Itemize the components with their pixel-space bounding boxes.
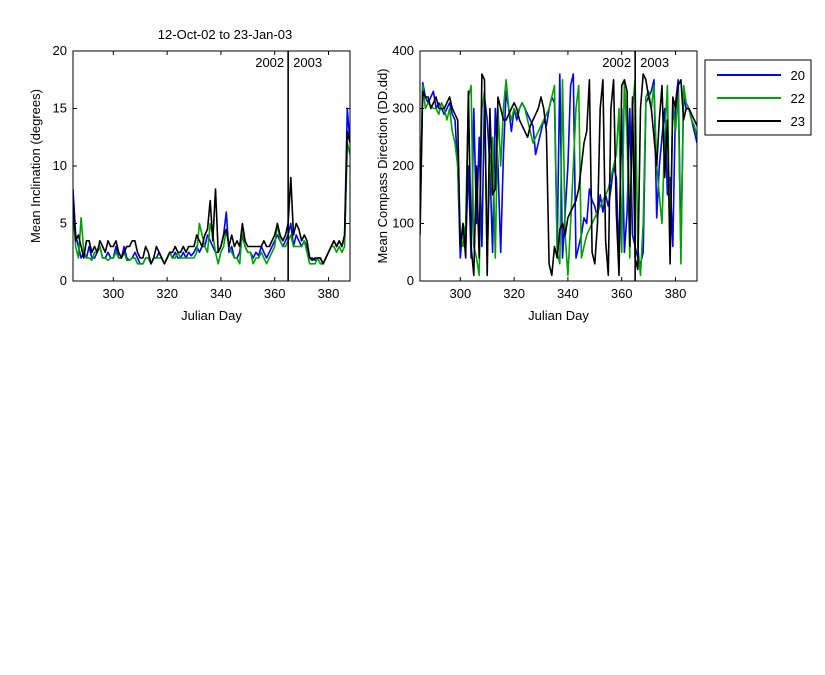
x-axis-label: Julian Day	[528, 308, 589, 323]
y-tick-label: 10	[53, 158, 67, 173]
compass-direction-axes: 2002 2003 300 320 340 360 380 0 100 200 300 400 Juli…	[375, 43, 698, 323]
year-label-right: 2003	[293, 55, 322, 70]
x-tick-label: 380	[318, 286, 340, 301]
legend: 20 22 23	[704, 59, 812, 136]
x-tick-label: 360	[611, 286, 633, 301]
y-tick-label: 0	[60, 273, 67, 288]
x-tick-label: 360	[264, 286, 286, 301]
y-axis-label: Mean Inclination (degrees)	[28, 89, 43, 243]
x-tick-label: 300	[449, 286, 471, 301]
x-tick-label: 340	[557, 286, 579, 301]
year-label-left: 2002	[255, 55, 284, 70]
series-line-20	[73, 107, 350, 265]
series-line-23	[73, 130, 350, 265]
year-label-left: 2002	[602, 55, 631, 70]
y-tick-label: 300	[392, 101, 414, 116]
series-line-23	[420, 73, 697, 277]
x-tick-label: 340	[210, 286, 232, 301]
x-tick-label: 320	[156, 286, 178, 301]
legend-label-20: 20	[791, 68, 805, 83]
y-tick-label: 0	[407, 273, 414, 288]
y-tick-label: 15	[53, 101, 67, 116]
year-label-right: 2003	[640, 55, 669, 70]
inclination-axes: 2002 2003 300 320 340 360 380 0 5 10 15 20 Julian Da…	[28, 27, 351, 323]
y-tick-label: 20	[53, 43, 67, 58]
y-tick-label: 100	[392, 216, 414, 231]
x-tick-label: 320	[503, 286, 525, 301]
x-tick-label: 380	[665, 286, 687, 301]
chart-title: 12-Oct-02 to 23-Jan-03	[158, 27, 292, 42]
y-tick-label: 400	[392, 43, 414, 58]
x-axis-label: Julian Day	[181, 308, 242, 323]
x-tick-label: 300	[102, 286, 124, 301]
legend-label-23: 23	[791, 114, 805, 129]
legend-label-22: 22	[791, 91, 805, 106]
y-axis-label: Mean Compass Direction (DD.dd)	[375, 68, 390, 263]
y-tick-label: 200	[392, 158, 414, 173]
y-tick-label: 5	[60, 216, 67, 231]
